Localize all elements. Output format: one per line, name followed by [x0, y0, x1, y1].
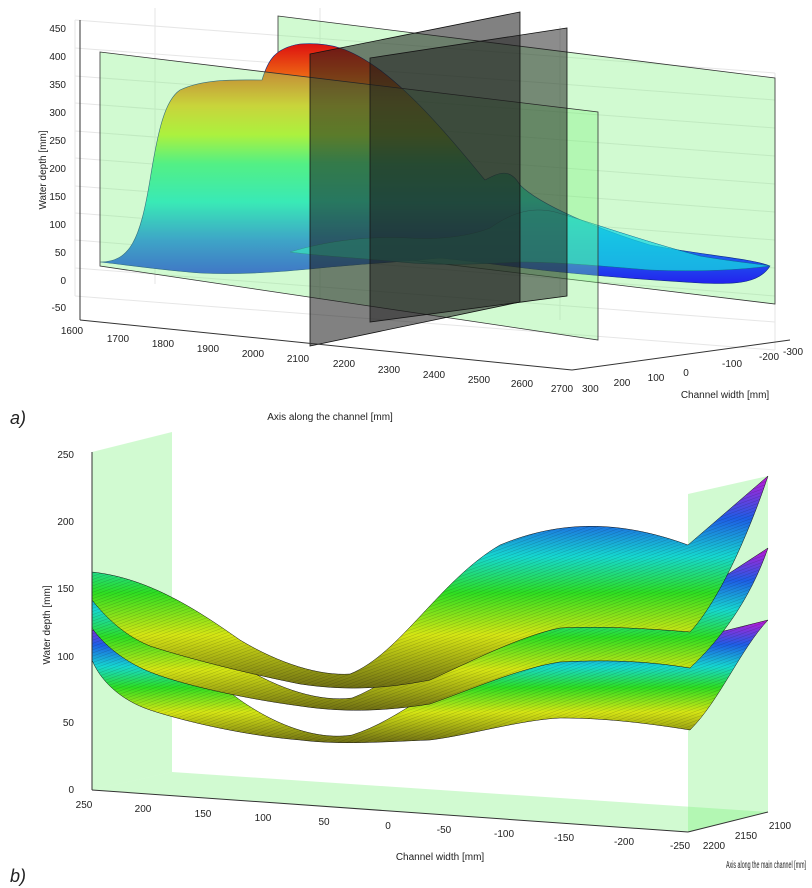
chart-b-z-tick: 50 [63, 718, 75, 729]
chart-a-y-ticks: 300 200 100 0 -100 -200 -300 [582, 347, 803, 395]
chart-a-x-ticks: 1600 1700 1800 1900 2000 2100 2200 2300 … [61, 326, 574, 395]
chart-a-y-tick: 0 [683, 368, 689, 379]
chart-a-z-tick: -50 [52, 303, 67, 314]
chart-a-y-tick: 100 [648, 373, 665, 384]
chart-a-x-tick: 2300 [378, 365, 401, 376]
chart-a-x-tick: 2000 [242, 349, 265, 360]
chart-a-dark-plane-front [309, 11, 521, 347]
chart-a-x-tick: 2500 [468, 375, 491, 386]
chart-a-x-tick: 1800 [152, 339, 175, 350]
chart-b-z-tick: 100 [57, 652, 74, 663]
panel-label-b: b) [10, 866, 26, 886]
chart-a-z-ticks: -50 0 50 100 150 200 250 300 350 400 450 [49, 24, 66, 314]
chart-a-z-tick: 50 [55, 248, 67, 259]
chart-a-x-tick: 1900 [197, 344, 220, 355]
chart-b-y-tick: 2200 [703, 841, 726, 852]
chart-b-y-label: Axis along the main channel [mm] [726, 860, 806, 871]
chart-a-x-tick: 2400 [423, 370, 446, 381]
chart-a-z-label: Water depth [mm] [38, 130, 49, 209]
chart-a-x-tick: 2700 [551, 384, 574, 395]
chart-b-y-ticks: 2200 2150 2100 [703, 821, 792, 852]
chart-a-z-tick: 300 [49, 108, 66, 119]
chart-a: -50 0 50 100 150 200 250 300 350 400 450… [10, 8, 803, 428]
chart-b-z-tick: 200 [57, 517, 74, 528]
chart-b-x-tick: -100 [494, 829, 514, 840]
chart-a-y-axis [571, 339, 791, 371]
chart-a-y-label: Channel width [mm] [681, 390, 770, 401]
chart-a-x-label: Axis along the channel [mm] [267, 412, 393, 423]
chart-b-floor-plane [92, 772, 768, 832]
chart-b-z-tick: 150 [57, 584, 74, 595]
chart-a-z-tick: 100 [49, 220, 66, 231]
panel-label-a: a) [10, 408, 26, 428]
chart-a-y-tick: -300 [783, 347, 803, 358]
chart-a-z-tick: 200 [49, 164, 66, 175]
chart-a-z-tick: 400 [49, 52, 66, 63]
chart-a-x-tick: 2600 [511, 379, 534, 390]
chart-b-x-tick: 50 [318, 817, 330, 828]
chart-b-x-tick: -250 [670, 841, 690, 852]
chart-b-y-axis [687, 811, 769, 833]
chart-a-z-tick: 150 [49, 192, 66, 203]
chart-b: 0 50 100 150 200 250 Water depth [mm] 25… [10, 432, 806, 886]
chart-a-z-tick: 350 [49, 80, 66, 91]
chart-b-x-tick: -200 [614, 837, 634, 848]
chart-b-x-tick: -150 [554, 833, 574, 844]
chart-a-z-tick: 450 [49, 24, 66, 35]
chart-b-x-tick: 100 [255, 813, 272, 824]
chart-a-y-tick: 200 [614, 378, 631, 389]
chart-b-x-tick: 200 [135, 804, 152, 815]
chart-a-x-tick: 2100 [287, 354, 310, 365]
chart-a-x-tick: 2200 [333, 359, 356, 370]
chart-b-z-tick: 250 [57, 450, 74, 461]
chart-b-x-tick: 150 [195, 809, 212, 820]
chart-a-y-tick: 300 [582, 384, 599, 395]
chart-a-z-tick: 250 [49, 136, 66, 147]
chart-a-y-tick: -100 [722, 359, 742, 370]
chart-a-x-tick: 1700 [107, 334, 130, 345]
chart-b-z-label: Water depth [mm] [42, 585, 53, 664]
chart-b-x-tick: 0 [385, 821, 391, 832]
chart-a-x-tick: 1600 [61, 326, 84, 337]
chart-b-x-tick: 250 [76, 800, 93, 811]
chart-b-y-tick: 2150 [735, 831, 758, 842]
chart-b-x-axis [91, 789, 689, 833]
chart-a-y-tick: -200 [759, 352, 779, 363]
chart-a-x-axis [79, 319, 573, 371]
chart-b-z-tick: 0 [68, 785, 74, 796]
chart-b-z-ticks: 0 50 100 150 200 250 [57, 450, 74, 796]
chart-b-surface-upper-hatch [92, 476, 768, 689]
chart-b-y-tick: 2100 [769, 821, 792, 832]
chart-b-x-label: Channel width [mm] [396, 852, 485, 863]
chart-b-x-tick: -50 [437, 825, 452, 836]
chart-a-z-tick: 0 [60, 276, 66, 287]
chart-b-x-ticks: 250 200 150 100 50 0 -50 -100 -150 -200 … [76, 800, 691, 852]
